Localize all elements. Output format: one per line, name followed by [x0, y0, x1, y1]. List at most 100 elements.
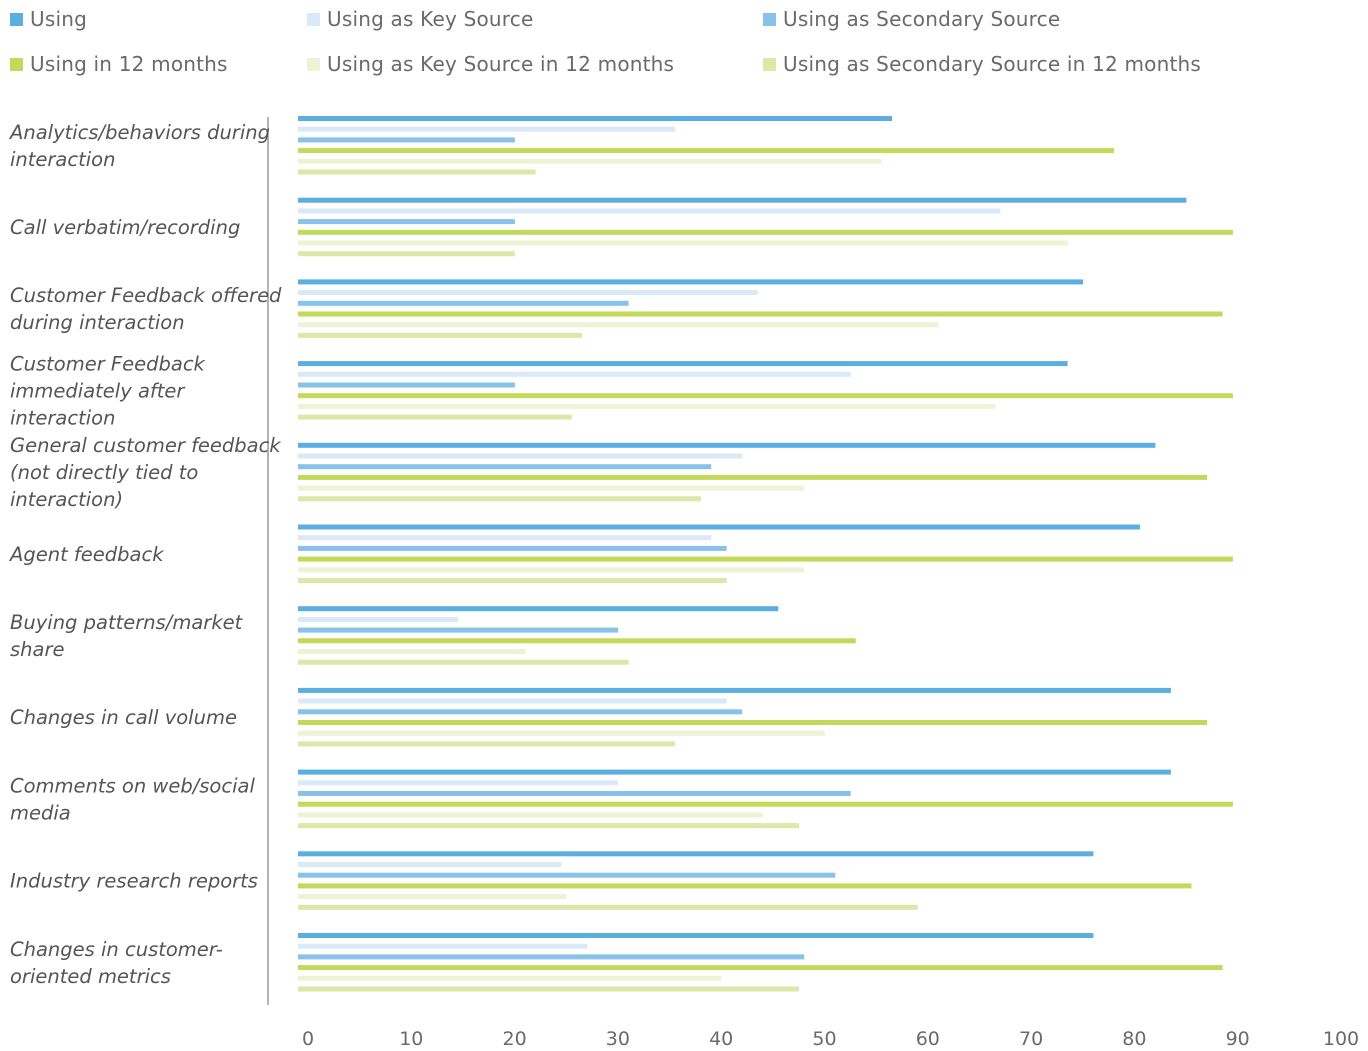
bar — [298, 780, 619, 786]
bar — [298, 812, 763, 818]
legend-item: Using as Secondary Source in 12 months — [763, 51, 1201, 77]
legend-swatch — [763, 12, 776, 26]
bar — [298, 687, 1171, 693]
bar — [298, 126, 675, 132]
bar — [298, 332, 583, 338]
bar — [298, 442, 1156, 448]
x-tick-label: 100 — [1323, 1028, 1359, 1050]
bar — [298, 709, 743, 715]
legend-label: Using — [30, 7, 87, 31]
bar — [298, 300, 629, 306]
category-label-line: Customer Feedback — [10, 352, 206, 375]
category-label-line: Buying patterns/market — [10, 611, 244, 634]
bar — [298, 322, 939, 328]
bar — [298, 371, 851, 377]
bar — [298, 474, 1207, 480]
x-tick-label: 50 — [812, 1028, 836, 1050]
bar — [298, 965, 1223, 971]
bar — [298, 148, 1115, 154]
category-label-line: Changes in customer- — [10, 938, 223, 961]
category-label-line: Agent feedback — [8, 543, 164, 566]
legend-swatch — [307, 57, 320, 71]
x-tick-label: 30 — [606, 1028, 630, 1050]
bar — [298, 943, 588, 949]
bar — [298, 535, 712, 541]
x-tick-label: 80 — [1122, 1028, 1146, 1050]
legend-label: Using as Secondary Source — [783, 7, 1061, 31]
category-label-line: share — [10, 638, 64, 661]
legend-label: Using as Key Source — [327, 7, 534, 31]
category-label-line: (not directly tied to — [10, 461, 198, 484]
legend-swatch — [763, 57, 776, 71]
legend-item: Using as Key Source — [307, 6, 534, 32]
legend-item: Using as Secondary Source — [763, 6, 1060, 32]
bar — [298, 659, 629, 665]
bar — [298, 606, 779, 612]
category-label-line: Comments on web/social — [10, 774, 255, 797]
bar — [298, 698, 727, 704]
category-label: Agent feedback — [8, 543, 164, 566]
bar — [298, 567, 805, 573]
bar — [298, 158, 882, 164]
bar — [298, 453, 743, 459]
bar — [298, 649, 526, 654]
category-label: Customer Feedback immediately after intera… — [10, 352, 206, 429]
bar — [298, 720, 1207, 725]
bar — [298, 616, 459, 622]
bar — [298, 801, 1233, 807]
bar — [298, 219, 515, 225]
bar — [298, 556, 1233, 562]
bar — [298, 403, 996, 409]
legend-label: Using as Secondary Source in 12 months — [783, 52, 1202, 76]
bar — [298, 169, 536, 175]
category-label-line: Customer Feedback offered — [10, 284, 282, 307]
legend-item: Using in 12 months — [10, 51, 228, 77]
bar — [298, 872, 836, 878]
category-label-line: Call verbatim/recording — [10, 216, 240, 239]
legend: Using Using as Key Source Using as Seconda… — [0, 0, 1368, 90]
bar — [298, 851, 1094, 857]
category-label: Changes in customer-oriented metrics — [10, 938, 223, 988]
category-label: Customer Feedback offered during interact… — [10, 284, 282, 334]
bar — [298, 137, 515, 143]
category-label-line: immediately after — [10, 379, 186, 402]
bar — [298, 730, 825, 736]
x-tick-label: 10 — [399, 1028, 423, 1050]
bar — [298, 741, 675, 747]
bar — [298, 485, 805, 491]
legend-swatch — [10, 12, 23, 26]
legend-label: Using as Key Source in 12 months — [327, 52, 675, 76]
category-label: Buying patterns/market share — [10, 611, 244, 661]
category-label-line: during interaction — [10, 311, 185, 334]
bar — [298, 229, 1233, 235]
category-label: Analytics/behaviors during interaction — [8, 121, 270, 171]
bar — [298, 769, 1171, 775]
category-label-line: General customer feedback — [10, 434, 281, 457]
bars — [298, 116, 1233, 992]
bar — [298, 627, 619, 633]
category-label-line: interaction) — [10, 488, 123, 511]
bar — [298, 823, 799, 829]
x-axis-ticks: 0 10 20 30 40 50 60 70 80 90 100 — [302, 1028, 1359, 1050]
bar — [298, 578, 727, 583]
category-label-line: oriented metrics — [10, 965, 171, 988]
bar — [298, 975, 722, 981]
bar — [298, 240, 1068, 246]
x-tick-label: 60 — [916, 1028, 940, 1050]
legend-swatch — [307, 12, 320, 26]
bar — [298, 904, 918, 910]
bar — [298, 116, 892, 121]
bar — [298, 638, 856, 644]
bar — [298, 251, 515, 257]
bar — [298, 279, 1084, 285]
bar — [298, 545, 727, 551]
bar — [298, 883, 1192, 889]
bar — [298, 954, 805, 960]
bar — [298, 414, 572, 420]
x-tick-label: 70 — [1019, 1028, 1043, 1050]
bar — [298, 382, 515, 388]
bar — [298, 290, 758, 296]
bar — [298, 862, 562, 867]
x-tick-label: 20 — [503, 1028, 527, 1050]
category-label-line: interaction — [10, 148, 115, 171]
